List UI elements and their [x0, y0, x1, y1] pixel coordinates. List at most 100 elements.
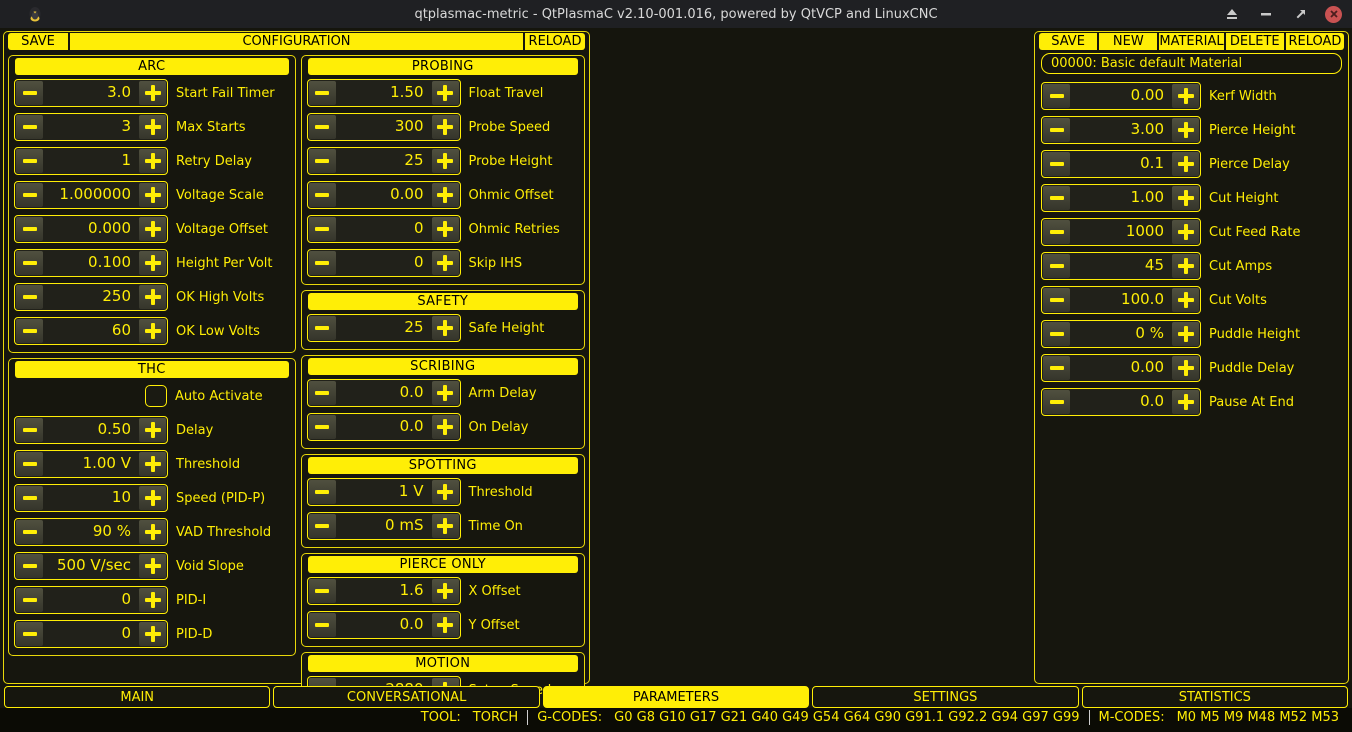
- spinbox-value[interactable]: 0.50: [97, 420, 131, 438]
- increment-button[interactable]: [1172, 220, 1199, 244]
- decrement-button[interactable]: [308, 381, 336, 405]
- cut-amps-spinbox[interactable]: 45: [1041, 252, 1201, 280]
- increment-button[interactable]: [139, 520, 166, 544]
- skip-ihs-spinbox[interactable]: 0: [306, 249, 461, 277]
- increment-button[interactable]: [431, 613, 459, 637]
- increment-button[interactable]: [139, 251, 166, 275]
- decrement-button[interactable]: [308, 514, 336, 538]
- increment-button[interactable]: [139, 285, 166, 309]
- close-button[interactable]: [1325, 5, 1342, 23]
- decrement-button[interactable]: [16, 319, 43, 343]
- increment-button[interactable]: [1172, 288, 1199, 312]
- decrement-button[interactable]: [16, 520, 43, 544]
- delay-spinbox[interactable]: 0.50: [14, 416, 168, 444]
- decrement-button[interactable]: [308, 81, 336, 105]
- spinbox-value[interactable]: 1.000000: [59, 185, 131, 203]
- config-save-button[interactable]: SAVE: [8, 33, 68, 50]
- decrement-button[interactable]: [1043, 288, 1070, 312]
- speed-pid-p-spinbox[interactable]: 10: [14, 484, 168, 512]
- tab-settings[interactable]: SETTINGS: [812, 686, 1079, 708]
- spinbox-value[interactable]: 0.0: [399, 615, 424, 633]
- spinbox-value[interactable]: 45: [1144, 256, 1164, 274]
- increment-button[interactable]: [139, 149, 166, 173]
- shade-button[interactable]: [1223, 5, 1241, 23]
- increment-button[interactable]: [139, 554, 166, 578]
- tab-conversational[interactable]: CONVERSATIONAL: [273, 686, 540, 708]
- arm-delay-spinbox[interactable]: 0.0: [306, 379, 461, 407]
- decrement-button[interactable]: [1043, 152, 1070, 176]
- increment-button[interactable]: [139, 319, 166, 343]
- cut-height-spinbox[interactable]: 1.00: [1041, 184, 1201, 212]
- spinbox-value[interactable]: 1 V: [398, 482, 424, 500]
- maximize-button[interactable]: [1291, 5, 1309, 23]
- spinbox-value[interactable]: 1000: [1125, 222, 1164, 240]
- spinbox-value[interactable]: 3.00: [1130, 120, 1164, 138]
- max-starts-spinbox[interactable]: 3: [14, 113, 168, 141]
- decrement-button[interactable]: [16, 486, 43, 510]
- spinbox-value[interactable]: 0 %: [1135, 324, 1164, 342]
- increment-button[interactable]: [139, 452, 166, 476]
- decrement-button[interactable]: [308, 415, 336, 439]
- spinbox-value[interactable]: 1.00 V: [82, 454, 131, 472]
- spinbox-value[interactable]: 0.00: [390, 185, 424, 203]
- increment-button[interactable]: [139, 588, 166, 612]
- decrement-button[interactable]: [16, 183, 43, 207]
- puddle-height-spinbox[interactable]: 0 %: [1041, 320, 1201, 348]
- increment-button[interactable]: [431, 149, 459, 173]
- probe-speed-spinbox[interactable]: 300: [306, 113, 461, 141]
- decrement-button[interactable]: [308, 579, 336, 603]
- decrement-button[interactable]: [1043, 356, 1070, 380]
- on-delay-spinbox[interactable]: 0.0: [306, 413, 461, 441]
- decrement-button[interactable]: [308, 149, 336, 173]
- spinbox-value[interactable]: 3: [121, 117, 131, 135]
- auto-activate-checkbox[interactable]: [145, 385, 167, 407]
- tab-parameters[interactable]: PARAMETERS: [542, 686, 810, 708]
- start-fail-timer-spinbox[interactable]: 3.0: [14, 79, 168, 107]
- increment-button[interactable]: [431, 381, 459, 405]
- increment-button[interactable]: [139, 622, 166, 646]
- decrement-button[interactable]: [16, 217, 43, 241]
- spinbox-value[interactable]: 0 mS: [385, 516, 424, 534]
- ohmic-offset-spinbox[interactable]: 0.00: [306, 181, 461, 209]
- pid-d-spinbox[interactable]: 0: [14, 620, 168, 648]
- decrement-button[interactable]: [308, 251, 336, 275]
- increment-button[interactable]: [431, 316, 459, 340]
- voltage-offset-spinbox[interactable]: 0.000: [14, 215, 168, 243]
- spinbox-value[interactable]: 100.0: [1121, 290, 1164, 308]
- spinbox-value[interactable]: 1.50: [390, 83, 424, 101]
- increment-button[interactable]: [1172, 356, 1199, 380]
- vad-threshold-spinbox[interactable]: 90 %: [14, 518, 168, 546]
- materials-reload-button[interactable]: RELOAD: [1285, 33, 1345, 50]
- increment-button[interactable]: [431, 183, 459, 207]
- increment-button[interactable]: [139, 115, 166, 139]
- decrement-button[interactable]: [308, 613, 336, 637]
- increment-button[interactable]: [431, 217, 459, 241]
- void-slope-spinbox[interactable]: 500 V/sec: [14, 552, 168, 580]
- spinbox-value[interactable]: 0: [413, 219, 424, 237]
- voltage-scale-spinbox[interactable]: 1.000000: [14, 181, 168, 209]
- increment-button[interactable]: [1172, 322, 1199, 346]
- puddle-delay-spinbox[interactable]: 0.00: [1041, 354, 1201, 382]
- increment-button[interactable]: [431, 251, 459, 275]
- decrement-button[interactable]: [16, 452, 43, 476]
- increment-button[interactable]: [431, 115, 459, 139]
- spinbox-value[interactable]: 3.0: [107, 83, 131, 101]
- increment-button[interactable]: [431, 81, 459, 105]
- increment-button[interactable]: [431, 514, 459, 538]
- increment-button[interactable]: [139, 183, 166, 207]
- spinbox-value[interactable]: 25: [404, 318, 424, 336]
- spinbox-value[interactable]: 0.00: [1130, 358, 1164, 376]
- spinbox-value[interactable]: 25: [404, 151, 424, 169]
- spinbox-value[interactable]: 250: [102, 287, 131, 305]
- spinbox-value[interactable]: 10: [111, 488, 131, 506]
- minimize-button[interactable]: [1257, 5, 1275, 23]
- spinbox-value[interactable]: 60: [111, 321, 131, 339]
- decrement-button[interactable]: [1043, 118, 1070, 142]
- increment-button[interactable]: [1172, 186, 1199, 210]
- spinbox-value[interactable]: 300: [394, 117, 424, 135]
- threshold-spinbox[interactable]: 1 V: [306, 478, 461, 506]
- tab-statistics[interactable]: STATISTICS: [1081, 686, 1349, 708]
- decrement-button[interactable]: [16, 418, 43, 442]
- materials-delete-button[interactable]: DELETE: [1225, 33, 1284, 50]
- tab-main[interactable]: MAIN: [4, 686, 271, 708]
